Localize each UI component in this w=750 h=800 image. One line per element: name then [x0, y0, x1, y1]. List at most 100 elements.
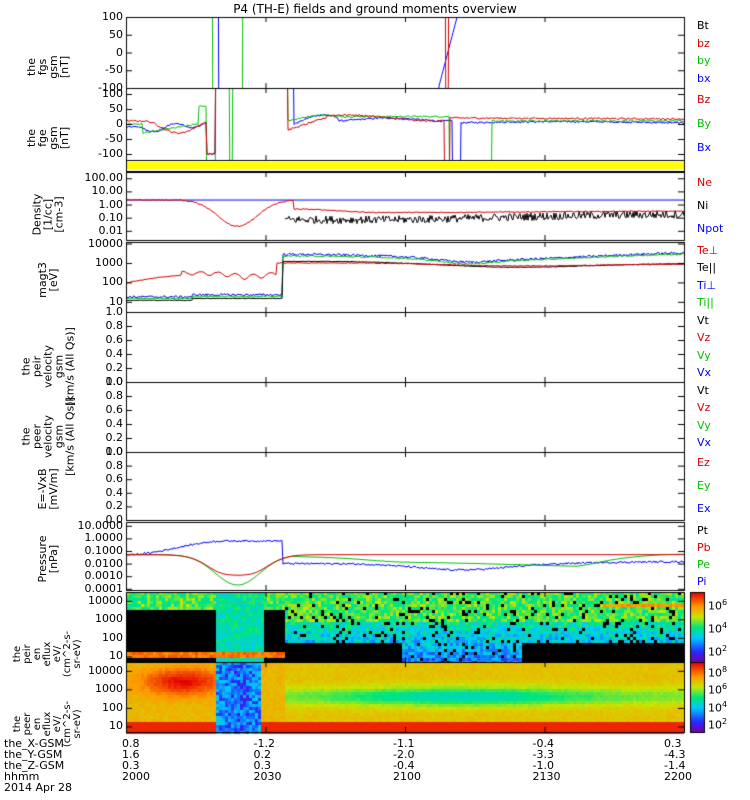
ytick-fge-0: 100 — [102, 87, 123, 100]
ytick-pressure-0: 10.0000 — [77, 518, 124, 532]
ytick-peer_vel-4: 0.2 — [105, 431, 124, 444]
ytick-efield-5: 0.0 — [105, 513, 124, 526]
legend-peir_vel-2: Vy — [697, 348, 711, 362]
ytick-peir_spec-3: 10 — [109, 649, 123, 663]
ytick-peir_spec-2: 100 — [102, 630, 123, 644]
ytick-density-1: 10.00 — [91, 184, 124, 198]
colorbar-label-peer_spec-1: 106 — [708, 682, 728, 697]
ytick-pressure-4: 0.0010 — [84, 569, 124, 583]
pos-value-2-2: -0.4 — [393, 759, 415, 772]
ytick-fgs-2: 0 — [116, 45, 123, 59]
pos-value-3-2: 2100 — [393, 770, 421, 783]
legend-fgs-3: bx — [697, 72, 711, 86]
ytick-peer_spec-0: 10000 — [88, 663, 123, 677]
colorbar-exponent: 4 — [722, 621, 728, 630]
ytick-peir_vel-2: 0.6 — [105, 333, 124, 346]
ytick-density-3: 0.10 — [98, 210, 124, 224]
ytick-efield-1: 0.8 — [105, 458, 124, 472]
legend-fge-0: Bz — [697, 93, 711, 106]
pos-label-0: the_X-GSM — [4, 737, 64, 750]
ytick-pressure-2: 0.1000 — [84, 543, 124, 557]
legend-peer_vel-2: Vy — [697, 418, 711, 432]
ytick-fgs-0: 100 — [102, 10, 123, 23]
ytick-peer_vel-3: 0.4 — [105, 417, 124, 430]
colorbar-exponent: 6 — [722, 597, 728, 607]
colorbar-label-peir_spec-2: 102 — [708, 644, 728, 659]
pos-value-3-0: 2000 — [122, 770, 150, 783]
legend-efield-2: Ex — [697, 501, 711, 515]
ytick-density-0: 100.00 — [84, 171, 124, 185]
legend-fge-1: By — [697, 117, 712, 130]
ytick-peir_vel-5: 0.0 — [105, 375, 124, 388]
ytick-peer_vel-5: 0.0 — [105, 445, 124, 458]
colorbar-label-peir_spec-1: 104 — [708, 621, 728, 636]
legend-peir_vel-3: Vx — [697, 366, 712, 380]
legend-density-2: Npot — [697, 221, 724, 235]
pos-value-0-3: -0.4 — [532, 737, 554, 750]
legend-temp-2: Ti⊥ — [697, 278, 717, 292]
pos-value-2-4: -1.4 — [664, 759, 686, 772]
pos-value-1-1: 0.2 — [253, 748, 272, 761]
legend-peer_vel-1: Vz — [697, 401, 711, 415]
colorbar-exponent: 8 — [722, 664, 728, 674]
pos-value-0-4: 0.3 — [664, 737, 682, 750]
date-label: 2014 Apr 28 — [4, 781, 73, 794]
pos-value-2-3: -1.0 — [532, 759, 554, 772]
ytick-efield-4: 0.2 — [105, 499, 124, 513]
ytick-fgs-4: -100 — [98, 81, 123, 94]
colorbar-label-peir_spec-0: 106 — [708, 597, 728, 613]
pos-value-1-4: -4.3 — [664, 748, 686, 761]
legend-pressure-2: Pe — [697, 557, 711, 571]
pos-value-0-0: 0.8 — [122, 737, 140, 750]
ytick-peer_vel-0: 1.0 — [105, 375, 124, 388]
ytick-density-4: 0.01 — [98, 223, 124, 237]
ytick-peir_spec-0: 10000 — [88, 593, 123, 607]
ytick-fge-2: 0 — [116, 117, 123, 130]
legend-pressure-1: Pb — [697, 540, 711, 554]
ytick-temp-1: 1000 — [95, 255, 123, 269]
ytick-temp-3: 10 — [109, 294, 123, 308]
legend-peer_vel-3: Vx — [697, 436, 712, 450]
legend-fgs-1: bz — [697, 36, 710, 50]
pos-value-1-0: 1.6 — [122, 748, 140, 761]
panel-ylabel-pressure: Pressure [nPa] — [36, 535, 60, 583]
colorbar-label-peer_spec-3: 102 — [708, 717, 728, 732]
colorbar-label-peer_spec-0: 108 — [708, 664, 728, 680]
pos-value-1-3: -3.3 — [532, 748, 554, 761]
pos-value-0-2: -1.1 — [393, 737, 415, 750]
pos-label-1: the_Y-GSM — [4, 748, 63, 761]
legend-temp-0: Te⊥ — [697, 243, 719, 257]
pos-value-3-4: 2200 — [664, 770, 692, 783]
pos-label-3: hhmm — [4, 770, 40, 783]
ytick-pressure-1: 1.0000 — [84, 531, 124, 545]
plot-title: P4 (TH-E) fields and ground moments over… — [233, 2, 517, 16]
ytick-fgs-3: -50 — [105, 63, 123, 77]
ytick-density-2: 1.00 — [98, 197, 124, 211]
ytick-peer_spec-1: 1000 — [95, 682, 123, 696]
ytick-temp-0: 10000 — [88, 236, 123, 250]
ytick-pressure-5: 0.0001 — [84, 581, 124, 595]
ytick-efield-0: 1.0 — [105, 445, 124, 458]
pos-value-3-3: 2130 — [532, 770, 561, 783]
legend-peir_vel-1: Vz — [697, 331, 711, 345]
pos-value-3-1: 2030 — [253, 770, 282, 783]
ytick-peir_vel-4: 0.2 — [105, 361, 124, 374]
ytick-fge-4: -100 — [98, 147, 123, 160]
ytick-peir_spec-1: 1000 — [95, 612, 123, 626]
pos-value-1-2: -2.0 — [393, 748, 415, 761]
colorbar-exponent: 2 — [722, 644, 728, 654]
ytick-efield-2: 0.6 — [105, 472, 124, 486]
colorbar-exponent: 6 — [722, 682, 728, 692]
legend-pressure-0: Pt — [697, 523, 708, 537]
pos-value-0-1: -1.2 — [253, 737, 275, 750]
legend-fgs-0: Bt — [697, 18, 709, 32]
ytick-peir_vel-3: 0.4 — [105, 347, 124, 360]
ytick-pressure-3: 0.0100 — [84, 556, 124, 570]
legend-density-1: Ni — [697, 199, 709, 212]
colorbar-label-peer_spec-2: 104 — [708, 699, 728, 715]
ytick-temp-2: 100 — [102, 275, 123, 289]
pos-label-2: the_Z-GSM — [4, 759, 65, 772]
ytick-peir_vel-0: 1.0 — [105, 305, 124, 318]
ytick-peer_vel-2: 0.6 — [105, 403, 124, 416]
